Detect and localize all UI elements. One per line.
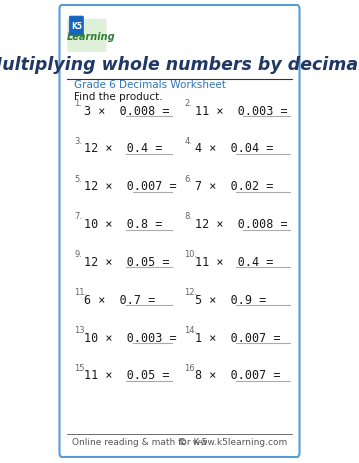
Text: Find the product.: Find the product.: [74, 92, 163, 102]
Text: 7.: 7.: [74, 212, 82, 221]
Text: 14.: 14.: [185, 325, 197, 334]
Text: 6 ×  0.7 =: 6 × 0.7 =: [84, 293, 156, 306]
Text: 11 ×  0.4 =: 11 × 0.4 =: [195, 256, 273, 269]
Text: 7 ×  0.02 =: 7 × 0.02 =: [195, 180, 273, 193]
Text: 12.: 12.: [185, 288, 197, 296]
Text: Learning: Learning: [67, 32, 116, 42]
Text: 12 ×  0.007 =: 12 × 0.007 =: [84, 180, 177, 193]
Text: 11.: 11.: [74, 288, 87, 296]
Text: 12 ×  0.05 =: 12 × 0.05 =: [84, 256, 170, 269]
Text: 4.: 4.: [185, 137, 192, 145]
Text: 6.: 6.: [185, 174, 192, 183]
Text: 2.: 2.: [185, 99, 192, 108]
Text: 11 ×  0.003 =: 11 × 0.003 =: [195, 105, 287, 118]
Text: 10 ×  0.8 =: 10 × 0.8 =: [84, 218, 163, 231]
Text: 5 ×  0.9 =: 5 × 0.9 =: [195, 293, 266, 306]
Text: 9.: 9.: [74, 250, 82, 259]
Text: 10.: 10.: [185, 250, 197, 259]
Text: 3 ×  0.008 =: 3 × 0.008 =: [84, 105, 170, 118]
Text: 8.: 8.: [185, 212, 192, 221]
Text: Multiplying whole numbers by decimals: Multiplying whole numbers by decimals: [0, 56, 359, 74]
FancyBboxPatch shape: [67, 20, 107, 53]
Text: ©  www.k5learning.com: © www.k5learning.com: [178, 438, 287, 446]
FancyBboxPatch shape: [60, 6, 299, 457]
Text: 12 ×  0.4 =: 12 × 0.4 =: [84, 142, 163, 155]
Text: Grade 6 Decimals Worksheet: Grade 6 Decimals Worksheet: [74, 80, 226, 90]
Text: Online reading & math for K-5: Online reading & math for K-5: [72, 438, 207, 446]
Text: 13.: 13.: [74, 325, 88, 334]
Text: 4 ×  0.04 =: 4 × 0.04 =: [195, 142, 273, 155]
Text: 5.: 5.: [74, 174, 82, 183]
Text: 12 ×  0.008 =: 12 × 0.008 =: [195, 218, 287, 231]
Text: 15.: 15.: [74, 363, 87, 372]
Text: 8 ×  0.007 =: 8 × 0.007 =: [195, 369, 280, 382]
Text: 1.: 1.: [74, 99, 82, 108]
FancyBboxPatch shape: [69, 17, 84, 37]
Text: 1 ×  0.007 =: 1 × 0.007 =: [195, 331, 280, 344]
Text: 16.: 16.: [185, 363, 198, 372]
Text: 11 ×  0.05 =: 11 × 0.05 =: [84, 369, 170, 382]
Text: 10 ×  0.003 =: 10 × 0.003 =: [84, 331, 177, 344]
Text: K5: K5: [71, 22, 82, 31]
Text: 3.: 3.: [74, 137, 82, 145]
